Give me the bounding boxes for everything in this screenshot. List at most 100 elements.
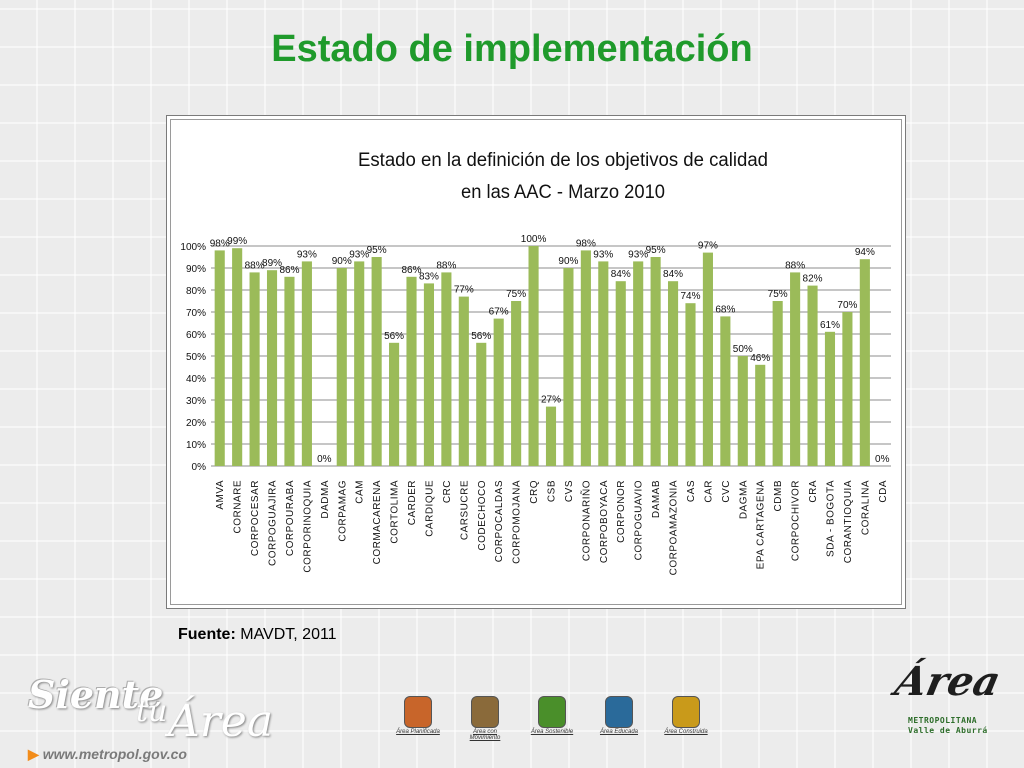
program-icon-label: Área Planificada (396, 729, 440, 735)
logo-word-area: Área (168, 696, 274, 747)
data-label: 83% (419, 271, 439, 282)
data-label: 82% (803, 274, 823, 285)
program-icon-item[interactable]: Área Planificada (392, 696, 444, 744)
data-label: 86% (279, 265, 299, 276)
x-tick-label: CVS (564, 480, 575, 502)
x-tick-label: CORPOCHIVOR (791, 480, 802, 561)
source-value: MAVDT, 2011 (240, 626, 337, 643)
x-tick-label: CORPOBOYACA (599, 480, 610, 563)
x-tick-label: CRQ (529, 480, 540, 504)
data-label: 93% (349, 249, 369, 260)
y-tick-label: 80% (186, 286, 206, 297)
program-icon-item[interactable]: Área Sostenible (526, 696, 578, 744)
program-icon-item[interactable]: Área Educada (593, 696, 645, 744)
bar (633, 261, 644, 466)
program-icon-item[interactable]: Área Construida (660, 696, 712, 744)
x-tick-label: CORPOMOJANA (512, 480, 523, 564)
arrow-icon: ▶ (28, 746, 39, 762)
x-tick-label: CORALINA (860, 480, 871, 535)
x-tick-label: CORANTIOQUIA (843, 480, 854, 563)
x-tick-label: CORPORINOQUIA (302, 480, 313, 573)
y-tick-label: 0% (192, 462, 207, 473)
data-label: 88% (245, 260, 265, 271)
bar (301, 261, 312, 466)
data-label: 50% (733, 344, 753, 355)
bar (790, 272, 801, 466)
bar (354, 261, 365, 466)
bar (232, 248, 243, 466)
x-tick-label: DAGMA (738, 480, 749, 519)
x-tick-label: CRC (442, 480, 453, 503)
x-tick-label: CORPOGUAVIO (634, 480, 645, 560)
bar (737, 356, 748, 466)
logo-name: METROPOLITANA Valle de Aburrá (908, 716, 1000, 736)
bar (702, 252, 713, 466)
x-tick-label: CODECHOCO (477, 480, 488, 551)
y-tick-label: 70% (186, 308, 206, 319)
bar (406, 276, 417, 466)
x-tick-label: CAM (355, 480, 366, 504)
bar-chart: Estado en la definición de los objetivos… (180, 150, 891, 575)
x-tick-label: CORPOAMAZONIA (669, 480, 680, 575)
x-tick-label: EPA CARTAGENA (756, 480, 767, 569)
data-label: 75% (768, 289, 788, 300)
data-label: 93% (628, 249, 648, 260)
logo-signature: Área (891, 658, 1005, 705)
data-label: 75% (506, 289, 526, 300)
website-text: www.metropol.gov.co (42, 746, 187, 762)
source-note: Fuente: MAVDT, 2011 (178, 626, 337, 644)
data-label: 95% (646, 245, 666, 256)
data-label: 95% (367, 245, 387, 256)
bar (650, 257, 661, 466)
x-tick-label: CSB (547, 480, 558, 502)
data-label: 67% (489, 307, 509, 318)
program-icon-item[interactable]: Área con Movimiento (459, 696, 511, 744)
logo-word-tu: tu (136, 694, 168, 729)
x-tick-label: CORPOCALDAS (494, 480, 505, 562)
x-tick-label: CAR (703, 480, 714, 503)
bar (336, 268, 347, 466)
bar (266, 270, 278, 466)
slide-title: Estado de implementación (271, 28, 753, 70)
data-label: 61% (820, 320, 840, 331)
logo-word-siente: Siente (28, 672, 164, 717)
website-link[interactable]: ▶ www.metropol.gov.co (28, 746, 187, 763)
logo-name-line1: METROPOLITANA (908, 716, 978, 725)
bar (859, 259, 870, 466)
built-area-icon (672, 696, 700, 728)
data-label: 84% (663, 269, 683, 280)
program-icon-label: Área Educada (599, 729, 639, 735)
program-icon-label: Área con Movimiento (469, 729, 501, 741)
program-icon-label: Área Sostenible (530, 729, 574, 735)
x-tick-label: DAMAB (651, 480, 662, 518)
x-axis-ticks: AMVA CORNARE CORPOCESAR CORPOGUAJIRA CORPOUR… (215, 480, 889, 575)
bar (371, 257, 382, 466)
x-tick-label: SDA - BOGOTA (825, 480, 836, 557)
bar (667, 281, 679, 466)
data-label: 86% (402, 265, 422, 276)
bar (284, 276, 295, 466)
x-tick-label: CORMACARENA (372, 480, 383, 564)
x-tick-label: CVC (721, 480, 732, 503)
y-tick-label: 100% (180, 242, 206, 253)
bar (685, 303, 696, 466)
y-axis-ticks: 0% 10% 20% 30% 40% 50% 60% 70% 80% 90% 100% (180, 242, 206, 473)
bar (755, 364, 766, 466)
x-tick-label: CRA (808, 480, 819, 503)
data-label: 97% (698, 241, 718, 252)
x-tick-label: AMVA (215, 480, 226, 510)
x-tick-label: DADMA (320, 480, 331, 519)
data-label: 98% (210, 238, 230, 249)
x-tick-label: CORPOGUAJIRA (268, 480, 279, 566)
bar (528, 246, 539, 466)
bar (493, 318, 504, 466)
y-tick-label: 10% (186, 440, 206, 451)
bar (580, 250, 591, 466)
x-tick-label: CDMB (773, 480, 784, 511)
x-tick-label: CDA (878, 480, 889, 503)
data-label: 84% (611, 269, 631, 280)
chart-title-line1: Estado en la definición de los objetivos… (358, 150, 768, 171)
sustainable-area-icon (538, 696, 566, 728)
x-tick-label: CORTOLIMA (390, 480, 401, 544)
x-tick-label: CARSUCRE (459, 480, 470, 540)
